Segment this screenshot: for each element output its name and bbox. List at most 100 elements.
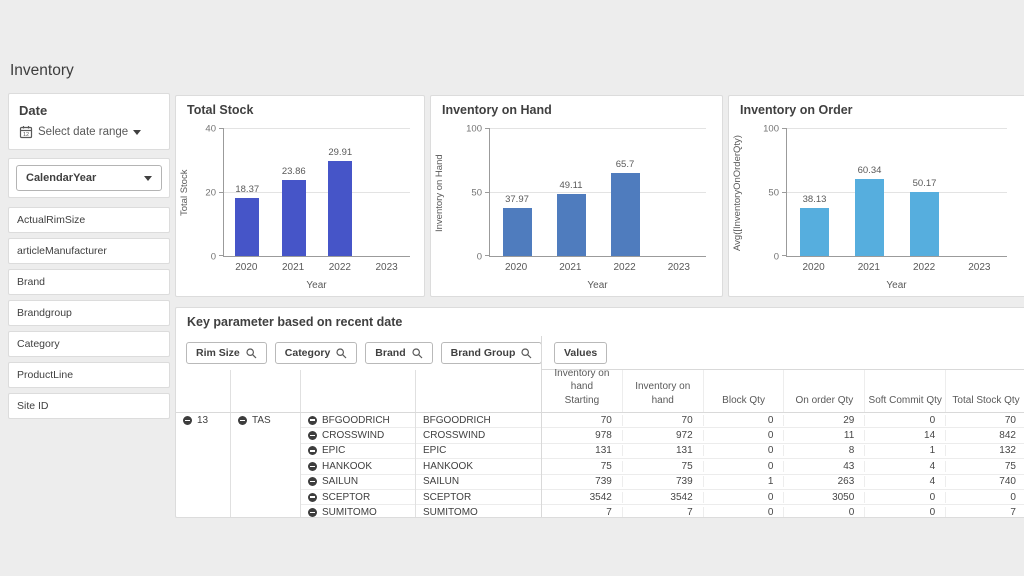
pivot-header-chips: Rim Size Category Brand Brand Group Values xyxy=(176,336,1024,370)
value-cell: 1 xyxy=(704,476,785,488)
collapse-icon[interactable] xyxy=(183,416,192,426)
filter-actualrimsize[interactable]: ActualRimSize xyxy=(8,207,170,233)
measure-header: Soft Commit Qty xyxy=(865,370,947,412)
bar-2022[interactable]: 29.91 xyxy=(328,147,353,256)
filter-sidebar: Date 12 Select date range CalendarYear A… xyxy=(8,93,170,424)
collapse-icon[interactable] xyxy=(308,477,317,487)
category-cell[interactable]: TAS xyxy=(231,413,300,428)
bar-2022[interactable]: 65.7 xyxy=(610,159,640,256)
brand-cell[interactable]: SUMITOMO xyxy=(301,505,415,517)
chip-brand[interactable]: Brand xyxy=(365,342,433,364)
data-label: 37.97 xyxy=(505,193,529,205)
plot-area: 38.13 60.34 50.17 xyxy=(782,128,1007,257)
value-cell: 0 xyxy=(704,507,785,517)
bar-2021[interactable]: 60.34 xyxy=(855,165,884,256)
filter-brandgroup[interactable]: Brandgroup xyxy=(8,300,170,326)
brand-cell-label: SAILUN xyxy=(322,476,359,488)
inventory-on-hand-chart: Inventory on Hand Inventory on Hand 0 50 1… xyxy=(430,95,723,297)
value-cell: 0 xyxy=(704,491,785,503)
chip-category[interactable]: Category xyxy=(274,342,358,364)
value-cell: 70 xyxy=(542,414,623,426)
brand-group-cell[interactable]: BFGOODRICH xyxy=(416,413,541,429)
bar-2020[interactable]: 18.37 xyxy=(235,184,260,256)
brand-cell[interactable]: CROSSWIND xyxy=(301,428,415,444)
values-chip-zone: Values xyxy=(541,336,1024,370)
brand-group-cell[interactable]: HANKOOK xyxy=(416,459,541,475)
brand-group-column: BFGOODRICH CROSSWIND EPIC HANKOOK SAILUN SCEP… xyxy=(416,413,541,517)
brand-group-cell[interactable]: SAILUN xyxy=(416,475,541,490)
value-row: 739 739 1 263 4 740 xyxy=(542,475,1024,490)
x-axis: 2020 2021 2022 2023 xyxy=(786,262,1007,273)
brand-cell-label: HANKOOK xyxy=(322,460,373,472)
brand-cell[interactable]: SAILUN xyxy=(301,475,415,490)
filter-productline[interactable]: ProductLine xyxy=(8,362,170,388)
bar-2020[interactable]: 37.97 xyxy=(502,194,532,256)
brand-cell[interactable]: EPIC xyxy=(301,444,415,460)
value-row: 3542 3542 0 3050 0 0 xyxy=(542,490,1024,506)
brand-group-cell[interactable]: EPIC xyxy=(416,444,541,460)
value-cell: 740 xyxy=(946,476,1024,487)
chevron-down-icon xyxy=(133,129,142,135)
filter-site-id[interactable]: Site ID xyxy=(8,393,170,419)
collapse-icon[interactable] xyxy=(308,415,317,425)
chip-brand-group[interactable]: Brand Group xyxy=(440,342,543,364)
rim-size-cell[interactable]: 13 xyxy=(176,413,230,428)
y-axis-tick-label: 40 xyxy=(205,123,216,135)
y-axis-tick-label: 100 xyxy=(466,123,482,135)
brand-group-cell[interactable]: SUMITOMO xyxy=(416,505,541,517)
values-chip[interactable]: Values xyxy=(554,341,608,364)
gridline xyxy=(787,128,1007,129)
brand-cell-label: BFGOODRICH xyxy=(322,414,390,426)
y-axis-tick-label: 0 xyxy=(476,251,482,263)
filter-articlemanufacturer[interactable]: articleManufacturer xyxy=(8,238,170,264)
filter-brand[interactable]: Brand xyxy=(8,269,170,295)
y-axis-tick-label: 50 xyxy=(768,187,779,199)
collapse-icon[interactable] xyxy=(238,416,247,426)
x-axis-tick-label: 2021 xyxy=(282,262,305,273)
x-axis-tick-label: 2022 xyxy=(913,262,936,273)
value-cell: 3542 xyxy=(623,491,704,503)
data-label: 23.86 xyxy=(281,166,306,178)
date-range-label: Select date range xyxy=(38,126,129,138)
bar-series: 18.37 23.86 29.91 xyxy=(224,129,410,256)
brand-cell[interactable]: BFGOODRICH xyxy=(301,413,415,429)
gridline xyxy=(224,128,410,129)
brand-cell[interactable]: SCEPTOR xyxy=(301,490,415,506)
measure-header: Inventory on hand Starting xyxy=(542,368,623,412)
bar-2020[interactable]: 38.13 xyxy=(800,194,829,256)
category-cell-label: TAS xyxy=(252,415,271,427)
calendar-icon: 12 xyxy=(19,126,33,139)
calendar-year-dropdown[interactable]: CalendarYear xyxy=(16,165,162,191)
value-cell: 70 xyxy=(623,414,704,426)
date-range-picker[interactable]: 12 Select date range xyxy=(19,125,159,139)
x-axis-tick-label: 2020 xyxy=(235,262,258,273)
x-axis: 2020 2021 2022 2023 xyxy=(223,262,410,273)
brand-group-label: HANKOOK xyxy=(423,460,474,472)
y-axis-tick xyxy=(219,255,224,256)
x-axis-tick-label: 2021 xyxy=(857,262,880,273)
collapse-icon[interactable] xyxy=(308,446,317,456)
filter-category[interactable]: Category xyxy=(8,331,170,357)
collapse-icon[interactable] xyxy=(308,431,317,441)
y-axis: 0 50 100 xyxy=(729,124,779,263)
brand-cell[interactable]: HANKOOK xyxy=(301,459,415,475)
value-row: 70 70 0 29 0 70 xyxy=(542,413,1024,429)
chip-rim-size[interactable]: Rim Size xyxy=(186,342,267,364)
y-axis-tick xyxy=(485,128,490,129)
value-cell: 132 xyxy=(946,445,1024,456)
category-header-cell xyxy=(231,370,301,412)
bar-2021[interactable]: 23.86 xyxy=(281,166,306,256)
value-cell: 3050 xyxy=(784,491,866,503)
bar-2022[interactable]: 50.17 xyxy=(910,178,939,256)
value-cell: 0 xyxy=(704,445,785,457)
measure-headers: Inventory on hand Starting Inventory on h… xyxy=(541,368,1024,412)
collapse-icon[interactable] xyxy=(308,508,317,517)
brand-group-cell[interactable]: SCEPTOR xyxy=(416,490,541,506)
collapse-icon[interactable] xyxy=(308,461,317,471)
bar-series: 37.97 49.11 65.7 xyxy=(490,129,706,256)
y-axis-tick xyxy=(485,191,490,193)
bar-2021[interactable]: 49.11 xyxy=(556,180,586,256)
brand-header-cell xyxy=(301,370,416,412)
collapse-icon[interactable] xyxy=(308,492,317,502)
brand-group-cell[interactable]: CROSSWIND xyxy=(416,428,541,444)
